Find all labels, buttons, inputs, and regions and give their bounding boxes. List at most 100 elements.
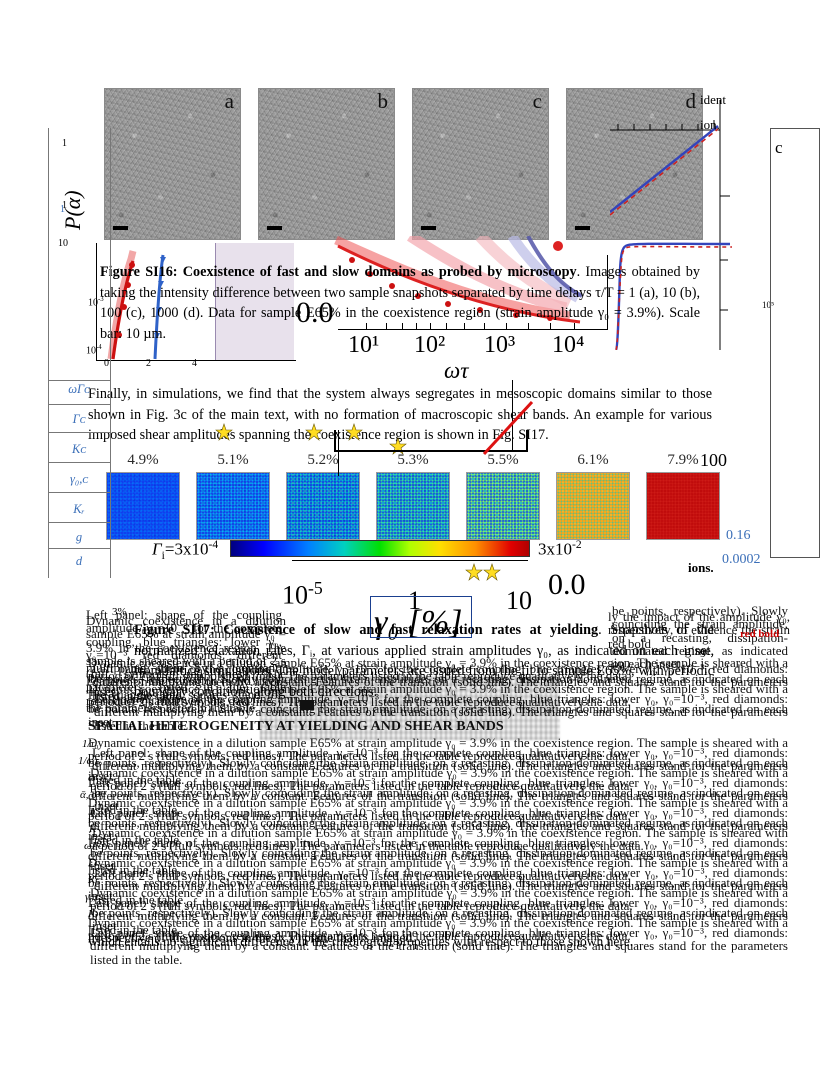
xtick-1e4: 10⁴ [552, 332, 585, 358]
overlap-block-12: be points, respectively). Slowly coincid… [94, 785, 788, 814]
stray-tick-1 [338, 430, 339, 476]
overlap-block-24: be points, respectively). Slowly coincid… [92, 905, 788, 934]
simulation-panel-0 [106, 472, 180, 540]
colorbar-min-label: Γi=3x10-4 [152, 538, 219, 563]
strain-label-6: 7.9% [667, 452, 699, 468]
overlay-zero-label: 0.0 [548, 568, 586, 601]
xtick-1e2: 10² [414, 332, 446, 358]
micrograph-panel-a: a [104, 88, 241, 240]
overlay-tick-1e-5: 10-5 [282, 578, 323, 610]
right-axis-frame [770, 128, 820, 558]
figure-si16-caption-body: . Images obtained by taking the intensit… [100, 264, 700, 342]
overlap-block-15: be points, respectively). Slowly coincid… [88, 815, 788, 844]
stray-tick-2 [512, 380, 513, 450]
right-inset-plot [609, 100, 760, 351]
overlap-block-6: be points, respectively). Slowly coincid… [88, 701, 788, 730]
right-note-tion: ion. [700, 117, 720, 132]
right-panel-label-c: c [775, 138, 783, 157]
param-lower-1: 1/ωτ₀ [78, 755, 103, 767]
overlap-block-10: Dynamic coexistence in a dilution sample… [90, 765, 788, 794]
param-symbol-0: ωΓᴄ [68, 382, 90, 396]
param-lower-5: K [89, 823, 97, 835]
overlap-block-11: Left panel: shape of the coupling amplit… [88, 775, 788, 817]
left-ytick-1e-3: 10-3 [88, 296, 104, 309]
overlap-block-8: Left panel: shape of the coupling amplit… [92, 745, 788, 787]
micrograph-panel-c: c [412, 88, 549, 240]
param-lower-2: ω [88, 772, 96, 784]
overlap-block-16: Dynamic coexistence in a dilution sample… [92, 825, 788, 854]
omega-tau-label: ωτ [444, 358, 469, 383]
overlap-block-5: Left panel: shape of the coupling amplit… [94, 691, 788, 733]
gamma-axis-label: γ₀ [%] [374, 604, 463, 641]
param-symbol-3: γ₀,ᴄ [69, 472, 89, 486]
overlap-block-4: Dynamic coexistence in a dilution sample… [88, 681, 788, 710]
param-lower-6: ωΓᴄ [84, 840, 103, 852]
overlap-text-left-b: Dynamic coexistence in a dilution sample… [86, 613, 286, 708]
right-value-016: 0.16 [726, 528, 751, 543]
simulation-panel-5 [556, 472, 630, 540]
left-xtick-0: 0 [104, 358, 109, 369]
relaxation-curves-overlay [334, 236, 583, 324]
figure-si17-caption-title: Figure SI17: Coexistence of slow and fas… [134, 622, 599, 638]
param-lower-9: γ₀,ᴄ [85, 891, 101, 903]
scale-bar [575, 226, 590, 230]
overlay-nine: 9 [700, 646, 706, 660]
strain-label-5: 6.1% [577, 452, 609, 468]
strain-label-0: 4.9% [127, 452, 159, 468]
scale-bar [113, 226, 128, 230]
overlap-block-26: Left panel: shape of the coupling amplit… [90, 925, 788, 967]
strain-label-1: 5.1% [217, 452, 249, 468]
micrograph-panel-d: d [566, 88, 703, 240]
coexistence-shaded-region [215, 243, 294, 360]
overlay-tick-10: 10 [506, 586, 532, 615]
probability-distribution-plot [96, 243, 296, 361]
param-lower-10: Kᵣ [88, 908, 99, 920]
last-line: which entails no significant difference … [88, 934, 634, 949]
param-symbol-6: d [75, 554, 83, 568]
overlap-block-18: be points, respectively). Slowly coincid… [90, 845, 788, 874]
overlap-block-9: be points, respectively). Slowly coincid… [88, 755, 788, 784]
xtick-1e3: 10³ [484, 332, 516, 358]
overlap-block-20: Left panel: shape of the coupling amplit… [94, 865, 788, 907]
overlay-three-pct: 3% [112, 606, 127, 618]
param-lower-8: Kᴄ [88, 874, 101, 886]
overlay-box [370, 596, 472, 638]
strain-label-4: 5.5% [487, 452, 519, 468]
right-tick-100: 100 [700, 450, 727, 470]
param-lower-7: Γᴄ [88, 857, 100, 869]
stray-frame-1 [334, 430, 528, 452]
right-word-ions: ions. [688, 560, 714, 575]
left-xtick-2: 2 [146, 358, 151, 369]
param-table-left-rule [48, 128, 49, 578]
panel-label-b: b [377, 89, 389, 113]
scale-bar [421, 226, 436, 230]
overlap-block-3: be points, respectively). Slowly coincid… [90, 671, 788, 700]
overlap-block-21: be points, respectively). Slowly coincid… [88, 875, 788, 904]
right-note-ident: ident [700, 92, 726, 107]
left-ytick-1e-4: 10-4 [86, 344, 102, 357]
overlap-text-right-b: ly the impact of the amplitude γ₀, respe… [608, 609, 790, 651]
relaxation-rate-colorbar [230, 540, 530, 557]
panel-label-d: d [685, 89, 697, 113]
overlap-block-2: Left panel: shape of the coupling amplit… [92, 661, 788, 703]
embedded-scale-bar [300, 700, 314, 710]
figure-si17-caption: Figure SI17: Coexistence of slow and fas… [134, 620, 714, 702]
param-lower-4: n [90, 806, 96, 818]
leftplot-curves [107, 250, 166, 360]
overlap-block-1: Dynamic coexistence in a dilution sample… [88, 655, 788, 684]
star-markers-lower [465, 563, 501, 581]
param-symbol-1: Γᴄ [72, 412, 86, 426]
left-xtick-4: 4 [192, 358, 197, 369]
panel-label-c: c [532, 89, 542, 113]
figure-si16-caption-title: Figure SI16: Coexistence of fast and slo… [100, 264, 577, 280]
xtick-1e1: 10¹ [348, 332, 380, 358]
scale-bar [267, 226, 282, 230]
colorbar-max-label: 3x10-2 [538, 538, 582, 559]
right-value-00002: 0.0002 [722, 552, 761, 567]
second-last-line: irrespective of the positions in the (x,… [88, 930, 416, 945]
simulation-panel-2 [286, 472, 360, 540]
strain-label-3: 5.3% [397, 452, 429, 468]
param-lower-3: ᾱ, σ²ₐ [80, 789, 104, 801]
overlap-block-19: Dynamic coexistence in a dilution sample… [88, 855, 788, 884]
body-paragraph: Finally, in simulations, we find that th… [88, 386, 712, 444]
